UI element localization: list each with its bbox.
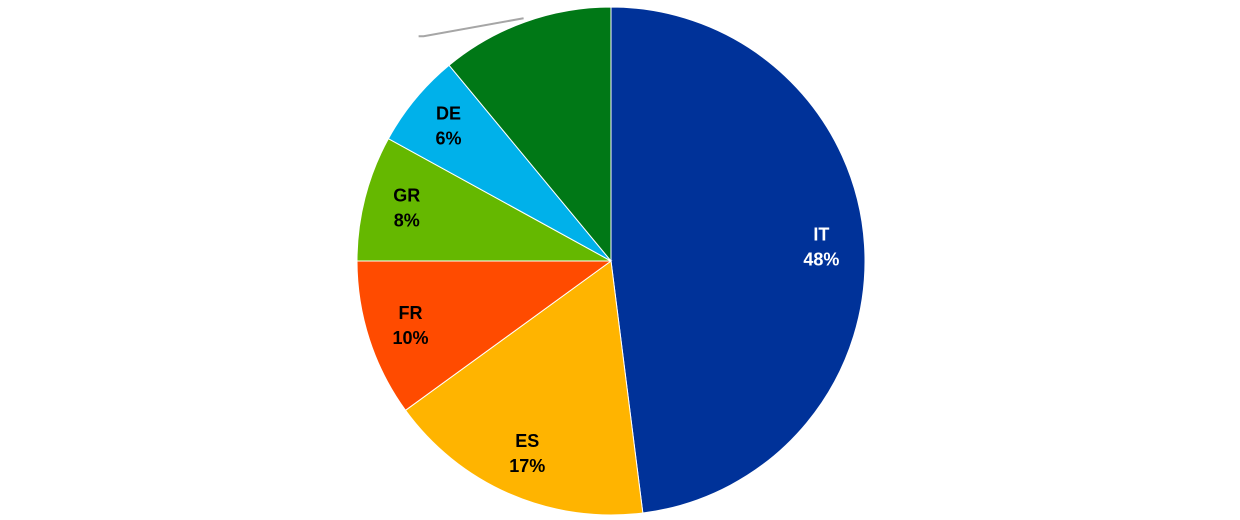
pie-slice [404, 260, 644, 516]
pie-slice [356, 260, 613, 411]
pie-slice [356, 137, 612, 262]
value-label: 48% [803, 250, 839, 270]
slice-label: DE [436, 103, 461, 123]
value-label: 17% [509, 456, 545, 476]
slice-label: IT [813, 225, 829, 245]
slice-label: GR [393, 185, 420, 205]
pie-slice [610, 6, 866, 514]
slice-label: ES [515, 431, 539, 451]
pie-slice [448, 6, 612, 263]
value-label: 10% [392, 328, 428, 348]
slice-label: FR [398, 303, 422, 323]
value-label: 6% [436, 128, 462, 148]
leader-line [418, 17, 524, 38]
value-label: 11% [301, 42, 336, 62]
slice-label: Other EA countries [237, 17, 400, 37]
value-label: 8% [394, 210, 420, 230]
